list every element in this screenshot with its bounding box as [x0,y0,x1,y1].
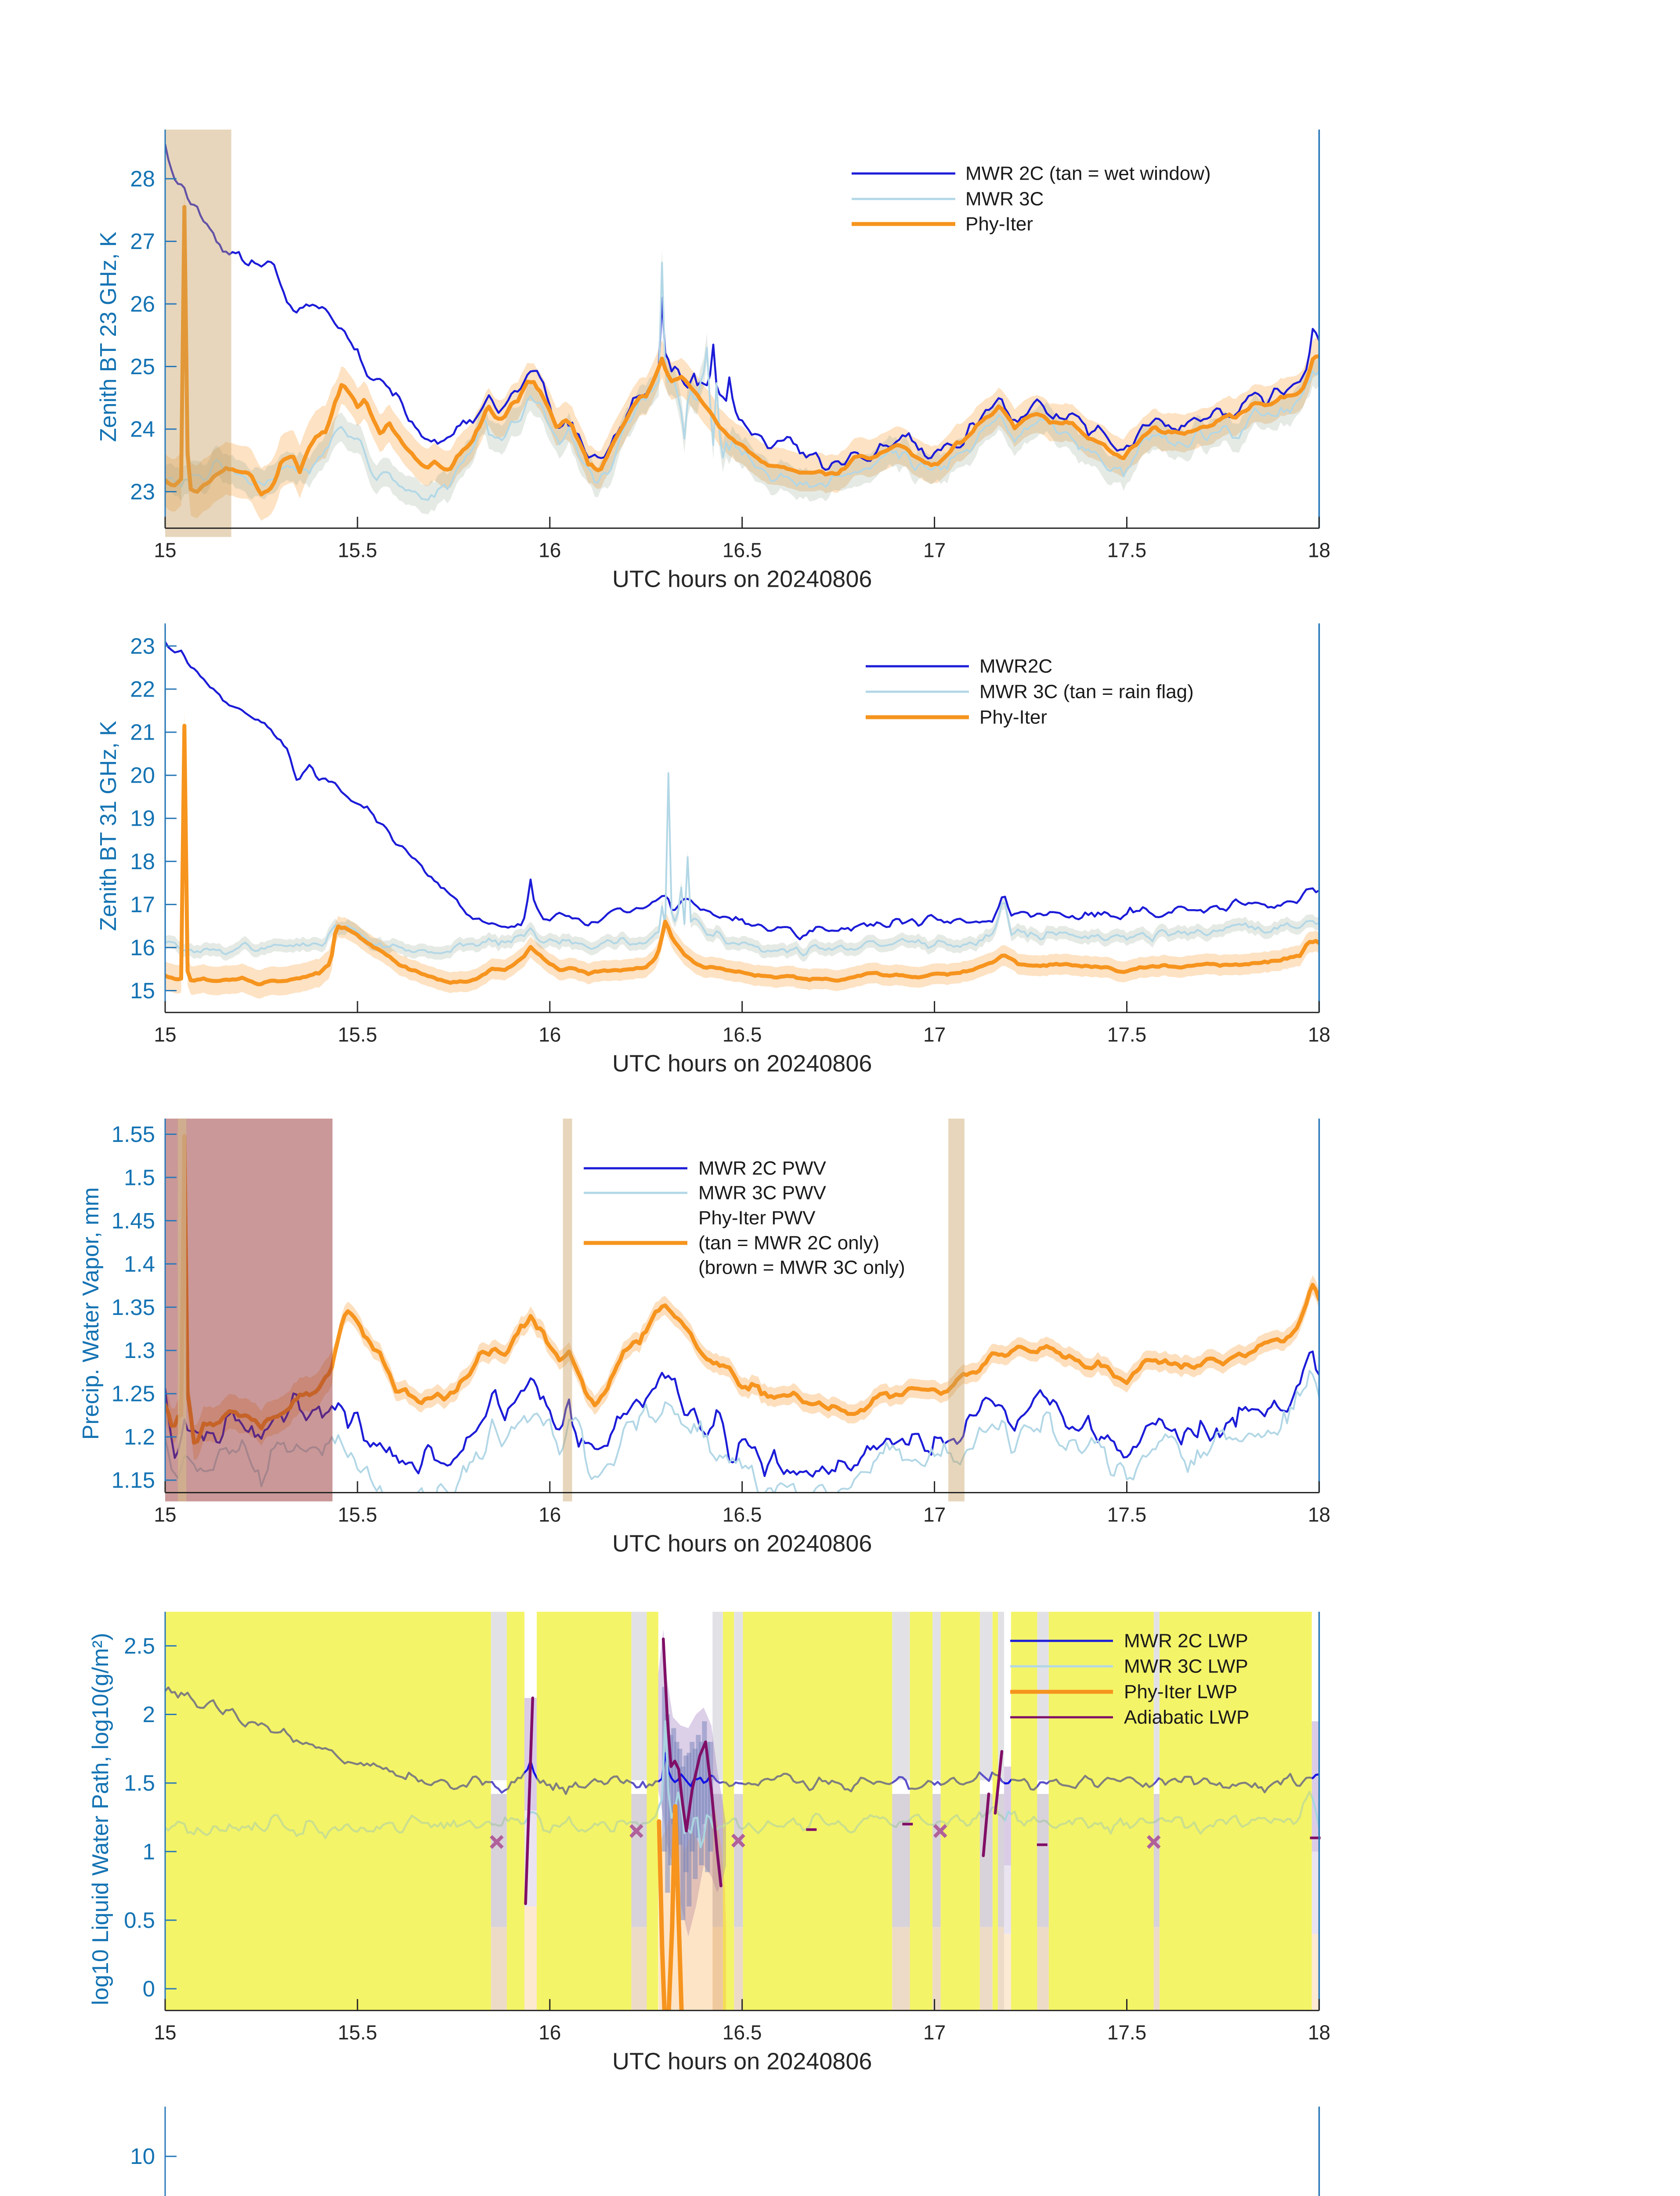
svg-text:Phy-Iter: Phy-Iter [965,213,1033,235]
svg-text:10: 10 [130,2144,155,2169]
svg-text:18: 18 [1308,539,1330,562]
svg-text:15: 15 [154,1503,176,1526]
svg-text:1.5: 1.5 [124,1770,155,1795]
svg-text:UTC hours on 20240806: UTC hours on 20240806 [612,1050,872,1076]
svg-text:17.5: 17.5 [1107,539,1147,562]
svg-text:MWR 3C LWP: MWR 3C LWP [1124,1656,1248,1677]
svg-text:17.5: 17.5 [1107,1503,1147,1526]
svg-text:24: 24 [130,417,155,442]
svg-text:MWR 2C PWV: MWR 2C PWV [698,1158,827,1179]
svg-text:(brown = MWR 3C only): (brown = MWR 3C only) [698,1257,905,1279]
svg-text:18: 18 [1308,2021,1330,2044]
svg-text:MWR 2C LWP: MWR 2C LWP [1124,1630,1248,1652]
svg-text:Adiabatic LWP: Adiabatic LWP [1124,1707,1249,1728]
svg-text:15.5: 15.5 [338,1023,377,1046]
svg-text:UTC hours on 20240806: UTC hours on 20240806 [612,566,872,592]
svg-text:Phy-Iter LWP: Phy-Iter LWP [1124,1681,1237,1703]
svg-text:1.55: 1.55 [112,1122,155,1147]
svg-text:1: 1 [143,1839,155,1864]
svg-text:15.5: 15.5 [338,1503,377,1526]
svg-text:16: 16 [538,2021,561,2044]
svg-text:16: 16 [130,935,155,960]
svg-text:MWR 3C PWV: MWR 3C PWV [698,1182,827,1204]
svg-text:15.5: 15.5 [338,2021,377,2044]
svg-text:18: 18 [1308,1503,1330,1526]
svg-text:17.5: 17.5 [1107,1023,1147,1046]
svg-text:22: 22 [130,677,155,702]
svg-text:MWR 3C: MWR 3C [965,188,1044,210]
svg-text:15: 15 [130,978,155,1003]
svg-text:27: 27 [130,229,155,254]
svg-text:MWR 2C (tan = wet window): MWR 2C (tan = wet window) [965,163,1211,184]
svg-text:28: 28 [130,166,155,191]
svg-text:17.5: 17.5 [1107,2021,1147,2044]
svg-text:20: 20 [130,763,155,788]
svg-text:17: 17 [130,892,155,917]
svg-text:21: 21 [130,720,155,745]
svg-text:15: 15 [154,2021,176,2044]
svg-text:2: 2 [143,1702,155,1727]
svg-text:18: 18 [130,849,155,874]
svg-text:0.5: 0.5 [124,1908,155,1933]
svg-text:1.4: 1.4 [124,1251,155,1276]
svg-text:18: 18 [1308,1023,1330,1046]
svg-text:15.5: 15.5 [338,539,377,562]
svg-text:UTC hours on 20240806: UTC hours on 20240806 [612,1531,872,1557]
svg-text:16: 16 [538,1023,561,1046]
svg-text:Phy-Iter PWV: Phy-Iter PWV [698,1207,816,1229]
svg-text:17: 17 [923,539,946,562]
svg-text:16.5: 16.5 [723,2021,762,2044]
svg-text:16.5: 16.5 [723,1503,762,1526]
svg-text:1.2: 1.2 [124,1424,155,1449]
svg-text:17: 17 [923,2021,946,2044]
svg-text:1.35: 1.35 [112,1295,155,1320]
svg-text:1.45: 1.45 [112,1208,155,1233]
svg-text:26: 26 [130,292,155,317]
svg-text:1.5: 1.5 [124,1165,155,1190]
svg-text:MWR 3C (tan = rain flag): MWR 3C (tan = rain flag) [979,681,1194,703]
svg-text:0: 0 [143,1976,155,2001]
svg-text:Zenith BT 23 GHz, K: Zenith BT 23 GHz, K [96,231,121,442]
svg-text:23: 23 [130,633,155,658]
svg-text:23: 23 [130,479,155,504]
svg-text:15: 15 [154,539,176,562]
svg-text:MWR2C: MWR2C [979,656,1052,677]
svg-text:16.5: 16.5 [723,539,762,562]
svg-text:Zenith BT 31 GHz, K: Zenith BT 31 GHz, K [96,721,121,931]
svg-text:1.25: 1.25 [112,1381,155,1406]
svg-text:17: 17 [923,1023,946,1046]
svg-text:(tan = MWR 2C only): (tan = MWR 2C only) [698,1232,879,1254]
svg-text:25: 25 [130,354,155,379]
svg-text:16.5: 16.5 [723,1023,762,1046]
svg-text:Phy-Iter: Phy-Iter [979,707,1047,728]
svg-text:15: 15 [154,1023,176,1046]
svg-text:UTC hours on 20240806: UTC hours on 20240806 [612,2048,872,2075]
svg-text:log10 Liquid Water Path, log10: log10 Liquid Water Path, log10(g/m²) [88,1633,113,2005]
svg-text:17: 17 [923,1503,946,1526]
svg-text:16: 16 [538,539,561,562]
svg-text:1.15: 1.15 [112,1468,155,1493]
svg-text:Precip. Water Vapor, mm: Precip. Water Vapor, mm [78,1187,104,1440]
svg-text:16: 16 [538,1503,561,1526]
svg-text:2.5: 2.5 [124,1633,155,1658]
svg-text:1.3: 1.3 [124,1338,155,1363]
svg-text:19: 19 [130,806,155,831]
